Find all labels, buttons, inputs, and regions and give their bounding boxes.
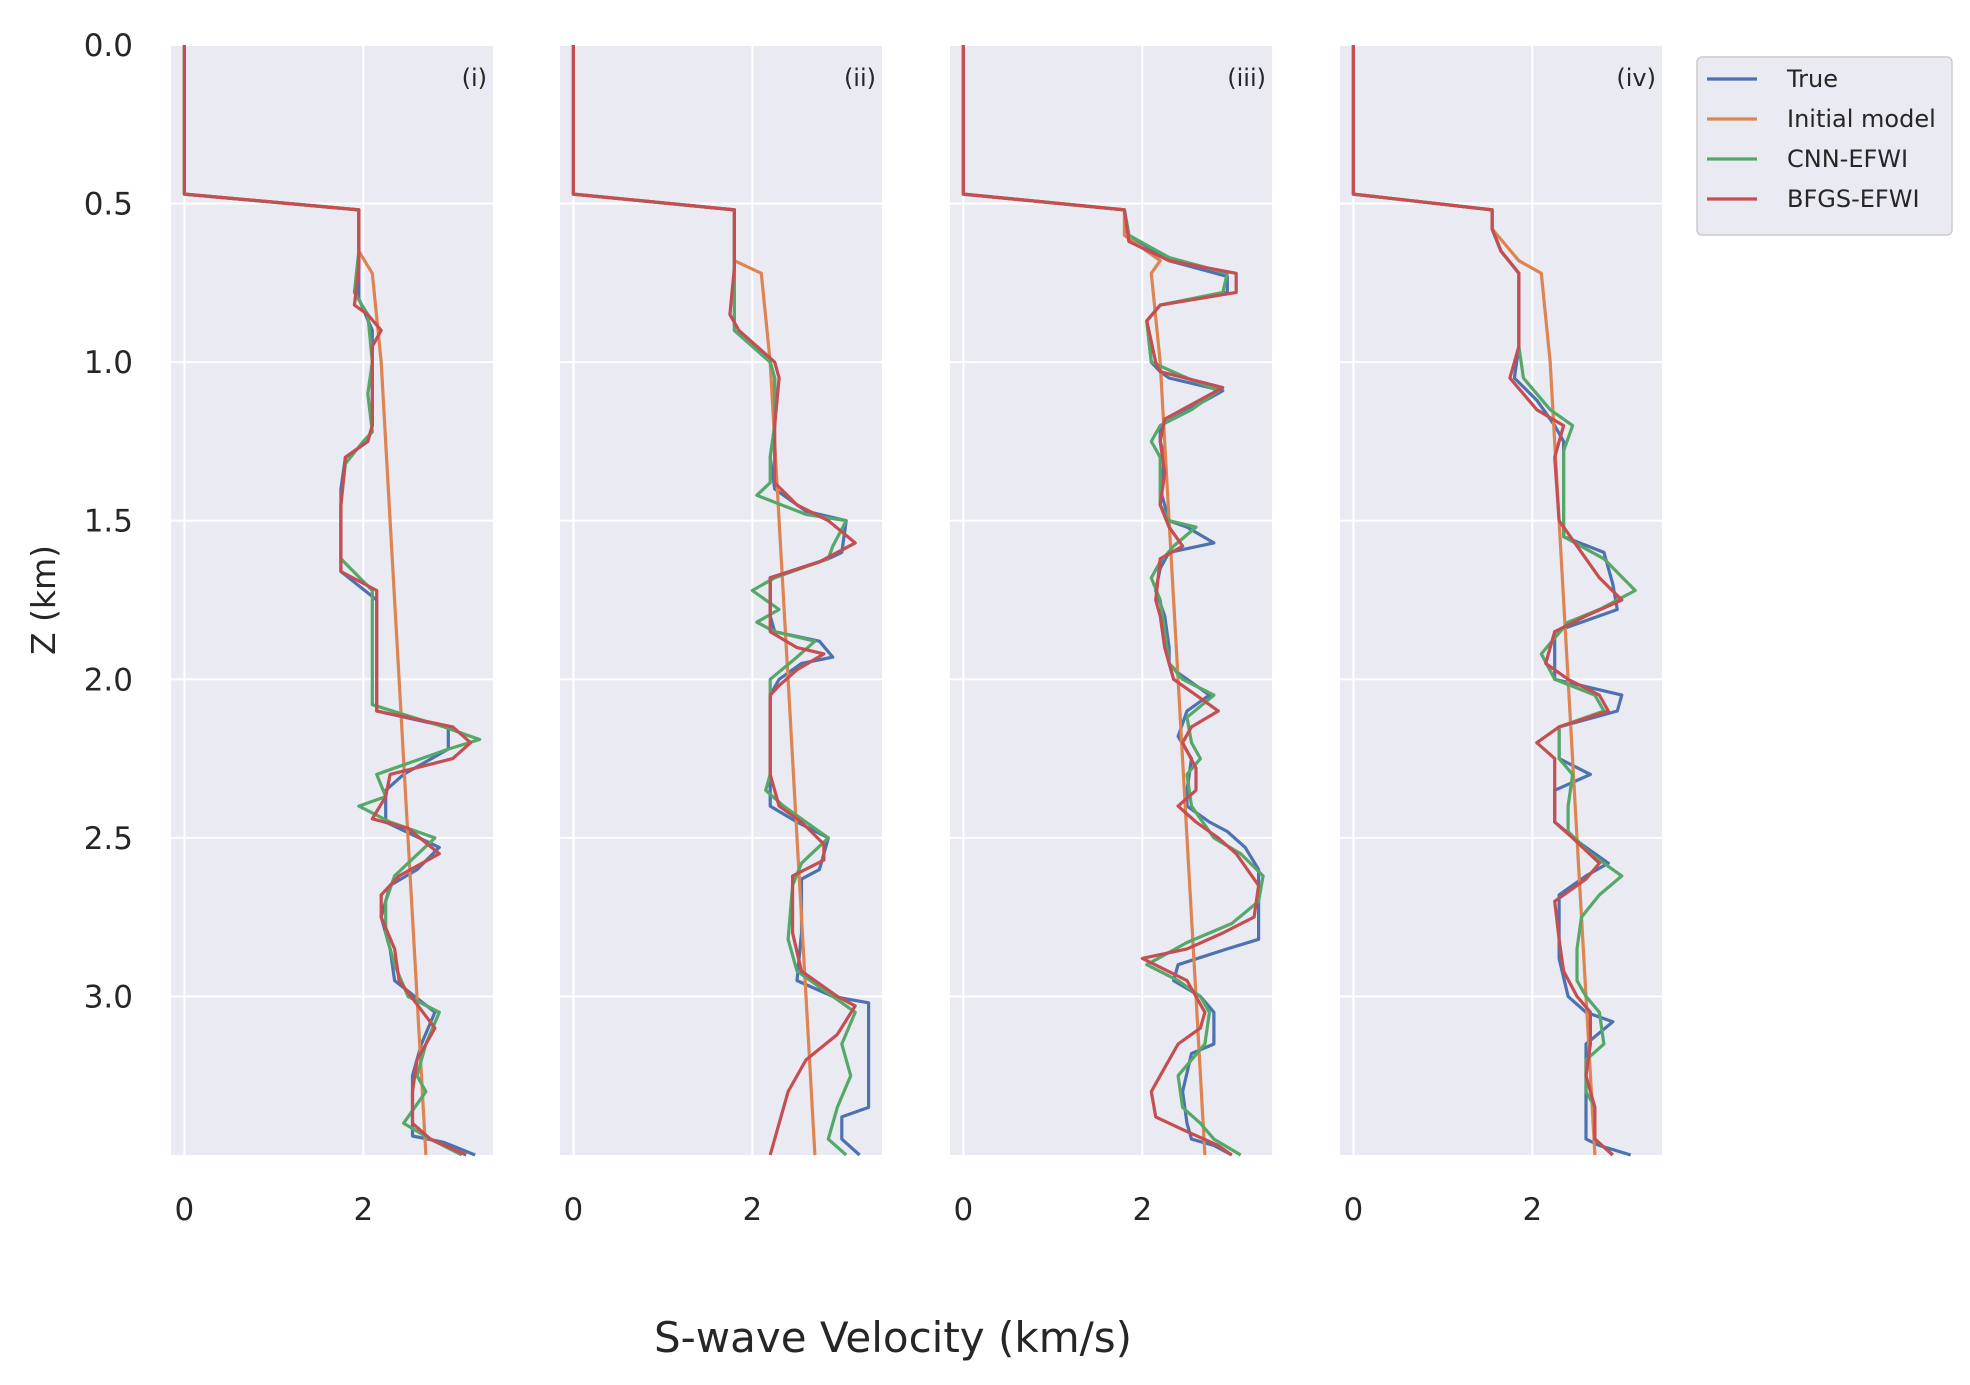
series-lines — [571, 45, 871, 1157]
y-axis-label: Z (km) — [24, 545, 63, 655]
plot-background — [950, 45, 1272, 1155]
legend-label: Initial model — [1787, 105, 1936, 133]
y-tick-label: 1.0 — [84, 345, 133, 381]
legend-label: True — [1786, 65, 1838, 93]
y-tick-label: 2.5 — [84, 821, 133, 857]
x-tick-label: 2 — [742, 1192, 762, 1228]
plot-background — [560, 45, 882, 1155]
series-lines — [1351, 45, 1637, 1157]
series-line-cnn-efwi — [571, 45, 857, 1157]
legend-label: BFGS-EFWI — [1787, 185, 1920, 213]
x-tick-label: 0 — [175, 1192, 195, 1228]
y-tick-label: 3.0 — [84, 979, 133, 1015]
y-tick-label: 1.5 — [84, 504, 133, 540]
panel-4: 0 2 (iv) — [1340, 44, 1662, 1228]
x-tick-label: 0 — [564, 1192, 584, 1228]
x-tick-label: 2 — [1132, 1192, 1152, 1228]
x-tick-label: 0 — [1344, 1192, 1364, 1228]
x-tick-label: 2 — [353, 1192, 373, 1228]
panel-label: (iv) — [1616, 64, 1656, 92]
x-tick-label: 0 — [954, 1192, 974, 1228]
plot-background — [1340, 45, 1662, 1155]
panel-2: 0 2 (ii) — [560, 44, 882, 1228]
legend-label: CNN-EFWI — [1787, 145, 1908, 173]
x-tick-label: 2 — [1522, 1192, 1542, 1228]
panel-label: (iii) — [1227, 64, 1266, 92]
series-line-bfgs-efwi — [182, 45, 473, 1157]
series-line-bfgs-efwi — [1351, 45, 1624, 1157]
y-tick-label: 0.0 — [84, 28, 133, 64]
panel-1: 0 2 (i) — [171, 44, 493, 1228]
y-tick-label: 2.0 — [84, 662, 133, 698]
x-axis-label: S-wave Velocity (km/s) — [654, 1313, 1132, 1362]
panels: 0 2 (i) 0 2 (ii) 0 2 (iii) 0 2 (iv) — [171, 44, 1662, 1228]
legend: True Initial model CNN-EFWI BFGS-EFWI — [1696, 56, 1953, 236]
series-line-bfgs-efwi — [961, 45, 1261, 1157]
y-axis: 0.0 0.5 1.0 1.5 2.0 2.5 3.0 — [84, 28, 133, 1015]
series-lines — [961, 45, 1265, 1157]
plot-background — [171, 45, 493, 1155]
y-tick-label: 0.5 — [84, 187, 133, 223]
series-line-bfgs-efwi — [571, 45, 857, 1156]
series-lines — [182, 45, 482, 1157]
panel-label: (i) — [462, 64, 487, 92]
panel-label: (ii) — [844, 64, 876, 92]
panel-3: 0 2 (iii) — [950, 44, 1272, 1228]
legend-box — [1696, 56, 1953, 236]
